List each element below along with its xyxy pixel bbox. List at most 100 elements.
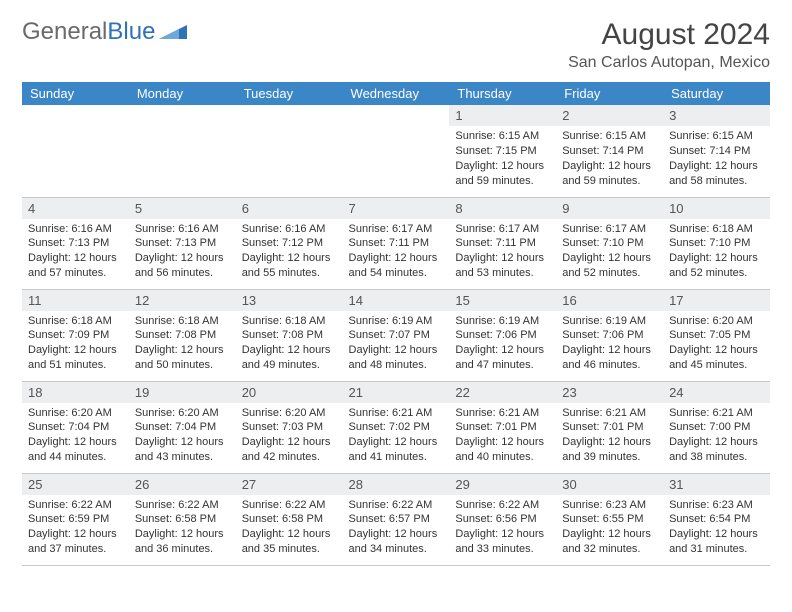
sunrise-text: Sunrise: 6:22 AM xyxy=(242,498,337,513)
day-number: 20 xyxy=(236,382,343,403)
daylight-text: Daylight: 12 hours and 57 minutes. xyxy=(28,251,123,281)
sunset-text: Sunset: 6:59 PM xyxy=(28,512,123,527)
sunrise-text: Sunrise: 6:21 AM xyxy=(455,406,550,421)
calendar-day-cell: 15Sunrise: 6:19 AMSunset: 7:06 PMDayligh… xyxy=(449,289,556,381)
day-number: 14 xyxy=(343,290,450,311)
calendar-week-row: 25Sunrise: 6:22 AMSunset: 6:59 PMDayligh… xyxy=(22,473,770,565)
day-number: 7 xyxy=(343,198,450,219)
day-number: 3 xyxy=(663,105,770,126)
calendar-day-cell: 12Sunrise: 6:18 AMSunset: 7:08 PMDayligh… xyxy=(129,289,236,381)
sunset-text: Sunset: 7:10 PM xyxy=(669,236,764,251)
calendar-day-cell: 18Sunrise: 6:20 AMSunset: 7:04 PMDayligh… xyxy=(22,381,129,473)
daylight-text: Daylight: 12 hours and 59 minutes. xyxy=(562,159,657,189)
sunrise-text: Sunrise: 6:18 AM xyxy=(669,222,764,237)
calendar-day-cell: 21Sunrise: 6:21 AMSunset: 7:02 PMDayligh… xyxy=(343,381,450,473)
daylight-text: Daylight: 12 hours and 38 minutes. xyxy=(669,435,764,465)
day-number: 23 xyxy=(556,382,663,403)
title-block: August 2024 San Carlos Autopan, Mexico xyxy=(568,18,770,72)
sunset-text: Sunset: 7:11 PM xyxy=(349,236,444,251)
sunset-text: Sunset: 6:54 PM xyxy=(669,512,764,527)
daylight-text: Daylight: 12 hours and 59 minutes. xyxy=(455,159,550,189)
calendar-day-cell: 20Sunrise: 6:20 AMSunset: 7:03 PMDayligh… xyxy=(236,381,343,473)
sunrise-text: Sunrise: 6:17 AM xyxy=(349,222,444,237)
day-details: Sunrise: 6:17 AMSunset: 7:10 PMDaylight:… xyxy=(556,219,663,287)
daylight-text: Daylight: 12 hours and 45 minutes. xyxy=(669,343,764,373)
daylight-text: Daylight: 12 hours and 35 minutes. xyxy=(242,527,337,557)
sunrise-text: Sunrise: 6:22 AM xyxy=(349,498,444,513)
day-number: 16 xyxy=(556,290,663,311)
daylight-text: Daylight: 12 hours and 42 minutes. xyxy=(242,435,337,465)
weekday-header: Wednesday xyxy=(343,82,450,105)
daylight-text: Daylight: 12 hours and 31 minutes. xyxy=(669,527,764,557)
day-number: 28 xyxy=(343,474,450,495)
sunrise-text: Sunrise: 6:22 AM xyxy=(28,498,123,513)
sunset-text: Sunset: 6:56 PM xyxy=(455,512,550,527)
day-details: Sunrise: 6:16 AMSunset: 7:13 PMDaylight:… xyxy=(22,219,129,287)
brand-logo: GeneralBlue xyxy=(22,18,187,46)
daylight-text: Daylight: 12 hours and 37 minutes. xyxy=(28,527,123,557)
calendar-day-cell: 14Sunrise: 6:19 AMSunset: 7:07 PMDayligh… xyxy=(343,289,450,381)
day-number: 25 xyxy=(22,474,129,495)
calendar-day-cell: 9Sunrise: 6:17 AMSunset: 7:10 PMDaylight… xyxy=(556,197,663,289)
calendar-day-cell: 16Sunrise: 6:19 AMSunset: 7:06 PMDayligh… xyxy=(556,289,663,381)
day-details: Sunrise: 6:20 AMSunset: 7:04 PMDaylight:… xyxy=(129,403,236,471)
day-number: 13 xyxy=(236,290,343,311)
sunrise-text: Sunrise: 6:20 AM xyxy=(135,406,230,421)
calendar-day-cell: 8Sunrise: 6:17 AMSunset: 7:11 PMDaylight… xyxy=(449,197,556,289)
calendar-day-cell: 4Sunrise: 6:16 AMSunset: 7:13 PMDaylight… xyxy=(22,197,129,289)
sunrise-text: Sunrise: 6:18 AM xyxy=(135,314,230,329)
sunrise-text: Sunrise: 6:20 AM xyxy=(242,406,337,421)
calendar-day-cell: 24Sunrise: 6:21 AMSunset: 7:00 PMDayligh… xyxy=(663,381,770,473)
daylight-text: Daylight: 12 hours and 52 minutes. xyxy=(669,251,764,281)
sunset-text: Sunset: 7:08 PM xyxy=(135,328,230,343)
calendar-day-cell: 2Sunrise: 6:15 AMSunset: 7:14 PMDaylight… xyxy=(556,105,663,197)
day-details: Sunrise: 6:20 AMSunset: 7:03 PMDaylight:… xyxy=(236,403,343,471)
calendar-body: ........1Sunrise: 6:15 AMSunset: 7:15 PM… xyxy=(22,105,770,565)
day-number: 24 xyxy=(663,382,770,403)
calendar-day-cell: 7Sunrise: 6:17 AMSunset: 7:11 PMDaylight… xyxy=(343,197,450,289)
sunrise-text: Sunrise: 6:16 AM xyxy=(135,222,230,237)
daylight-text: Daylight: 12 hours and 55 minutes. xyxy=(242,251,337,281)
calendar-day-cell: 6Sunrise: 6:16 AMSunset: 7:12 PMDaylight… xyxy=(236,197,343,289)
calendar-week-row: 11Sunrise: 6:18 AMSunset: 7:09 PMDayligh… xyxy=(22,289,770,381)
day-details: Sunrise: 6:23 AMSunset: 6:55 PMDaylight:… xyxy=(556,495,663,563)
day-details: Sunrise: 6:15 AMSunset: 7:14 PMDaylight:… xyxy=(556,126,663,194)
weekday-header: Friday xyxy=(556,82,663,105)
calendar-day-cell: 27Sunrise: 6:22 AMSunset: 6:58 PMDayligh… xyxy=(236,473,343,565)
sunrise-text: Sunrise: 6:18 AM xyxy=(242,314,337,329)
sunrise-text: Sunrise: 6:21 AM xyxy=(562,406,657,421)
day-number: 27 xyxy=(236,474,343,495)
sunset-text: Sunset: 7:13 PM xyxy=(135,236,230,251)
daylight-text: Daylight: 12 hours and 52 minutes. xyxy=(562,251,657,281)
calendar-week-row: ........1Sunrise: 6:15 AMSunset: 7:15 PM… xyxy=(22,105,770,197)
daylight-text: Daylight: 12 hours and 51 minutes. xyxy=(28,343,123,373)
month-title: August 2024 xyxy=(568,18,770,52)
weekday-header: Thursday xyxy=(449,82,556,105)
daylight-text: Daylight: 12 hours and 41 minutes. xyxy=(349,435,444,465)
day-number: 11 xyxy=(22,290,129,311)
brand-part2: Blue xyxy=(107,18,155,46)
day-details: Sunrise: 6:15 AMSunset: 7:14 PMDaylight:… xyxy=(663,126,770,194)
sunset-text: Sunset: 7:04 PM xyxy=(135,420,230,435)
calendar-day-cell: 10Sunrise: 6:18 AMSunset: 7:10 PMDayligh… xyxy=(663,197,770,289)
day-number: 21 xyxy=(343,382,450,403)
sunrise-text: Sunrise: 6:20 AM xyxy=(28,406,123,421)
daylight-text: Daylight: 12 hours and 44 minutes. xyxy=(28,435,123,465)
sunset-text: Sunset: 7:06 PM xyxy=(562,328,657,343)
day-number: 15 xyxy=(449,290,556,311)
sunset-text: Sunset: 7:11 PM xyxy=(455,236,550,251)
calendar-day-cell: 30Sunrise: 6:23 AMSunset: 6:55 PMDayligh… xyxy=(556,473,663,565)
calendar-week-row: 4Sunrise: 6:16 AMSunset: 7:13 PMDaylight… xyxy=(22,197,770,289)
day-details: Sunrise: 6:20 AMSunset: 7:05 PMDaylight:… xyxy=(663,311,770,379)
calendar-week-row: 18Sunrise: 6:20 AMSunset: 7:04 PMDayligh… xyxy=(22,381,770,473)
calendar-day-cell: 11Sunrise: 6:18 AMSunset: 7:09 PMDayligh… xyxy=(22,289,129,381)
day-details: Sunrise: 6:17 AMSunset: 7:11 PMDaylight:… xyxy=(449,219,556,287)
weekday-header: Saturday xyxy=(663,82,770,105)
sunrise-text: Sunrise: 6:18 AM xyxy=(28,314,123,329)
day-details: Sunrise: 6:21 AMSunset: 7:01 PMDaylight:… xyxy=(449,403,556,471)
day-number: 29 xyxy=(449,474,556,495)
calendar-day-cell: 3Sunrise: 6:15 AMSunset: 7:14 PMDaylight… xyxy=(663,105,770,197)
calendar-day-cell: 26Sunrise: 6:22 AMSunset: 6:58 PMDayligh… xyxy=(129,473,236,565)
daylight-text: Daylight: 12 hours and 56 minutes. xyxy=(135,251,230,281)
calendar-day-cell: 23Sunrise: 6:21 AMSunset: 7:01 PMDayligh… xyxy=(556,381,663,473)
